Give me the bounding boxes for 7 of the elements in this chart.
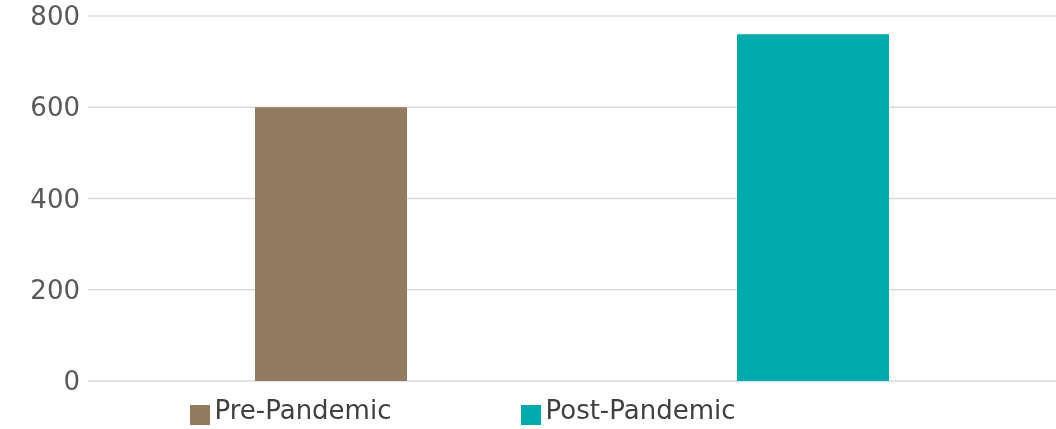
y-tick-label: 400 bbox=[30, 183, 80, 214]
legend-label: Pre-Pandemic bbox=[214, 395, 392, 425]
y-tick-label: 600 bbox=[30, 92, 80, 123]
y-tick-label: 800 bbox=[30, 1, 80, 32]
y-tick-label: 0 bbox=[63, 366, 80, 397]
legend-label: Post-Pandemic bbox=[545, 395, 736, 425]
y-tick-label: 200 bbox=[30, 274, 80, 305]
